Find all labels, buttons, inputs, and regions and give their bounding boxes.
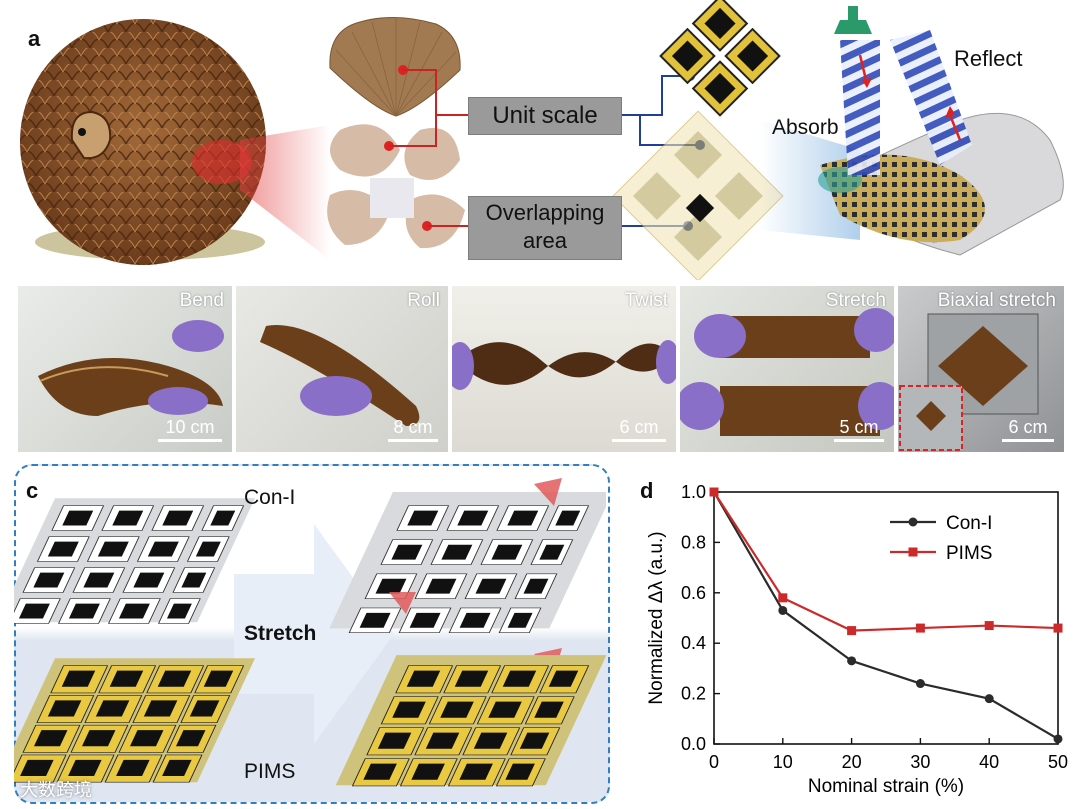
legend-label: PIMS xyxy=(946,543,992,564)
photo-caption: Biaxial stretch xyxy=(937,290,1056,311)
photo-roll: Roll 8 cm xyxy=(236,286,448,452)
scale-bar: 5 cm xyxy=(834,417,884,442)
y-tick-label: 0.8 xyxy=(681,532,706,552)
legend-marker xyxy=(908,517,918,527)
light-source-icon xyxy=(834,20,872,34)
scale-bar: 6 cm xyxy=(1002,417,1054,442)
data-point xyxy=(709,487,719,497)
watermark: 大数跨境 xyxy=(20,780,92,800)
unit-scale-label: Unit scale xyxy=(468,97,622,135)
y-axis-label: Normalized Δλ (a.u.) xyxy=(646,531,667,704)
overlapping-line-1: Overlapping xyxy=(485,200,605,225)
stretch-label: Stretch xyxy=(244,622,317,645)
photo-biaxial-stretch: Biaxial stretch 6 cm xyxy=(898,286,1064,452)
absorb-label: Absorb xyxy=(772,116,839,139)
photo-caption: Twist xyxy=(624,290,668,311)
y-tick-label: 0.0 xyxy=(681,734,706,754)
plot-frame xyxy=(713,491,1059,745)
reflect-label: Reflect xyxy=(954,46,1023,71)
series-line-con-i xyxy=(713,491,1059,740)
y-tick-label: 0.6 xyxy=(681,583,706,603)
legend-label: Con-I xyxy=(946,513,992,534)
data-point xyxy=(915,623,925,633)
highlight-region xyxy=(192,140,252,184)
con-i-label: Con-I xyxy=(244,486,296,509)
x-tick-label: 50 xyxy=(1048,752,1068,772)
con-i-unstretched xyxy=(14,498,256,624)
scale-bar: 6 cm xyxy=(612,417,666,442)
unit-tile-array xyxy=(659,0,781,117)
x-tick-label: 40 xyxy=(979,752,999,772)
overlapping-line-2: area xyxy=(522,228,568,253)
panel-a-illustration xyxy=(20,0,1064,280)
pims-skin xyxy=(820,154,985,243)
panel-a-letter: a xyxy=(28,26,41,51)
x-tick-label: 20 xyxy=(842,752,862,772)
pims-label: PIMS xyxy=(244,760,296,783)
data-point xyxy=(915,679,925,689)
data-point xyxy=(778,605,788,615)
legend-marker xyxy=(908,547,918,557)
overlap-center xyxy=(370,178,414,218)
data-point xyxy=(847,626,857,636)
y-tick-label: 0.4 xyxy=(681,633,706,653)
scale-bar: 8 cm xyxy=(388,417,438,442)
con-i-stretched xyxy=(329,491,606,634)
photo-bend: Bend 10 cm xyxy=(18,286,232,452)
overlapping-area-label: Overlapping area xyxy=(468,196,622,260)
data-point xyxy=(1053,623,1063,633)
panel-d-chart: 0 10 20 30 40 50 0.0 0.2 0.4 0.6 0.8 1.0 Nominal st… xyxy=(646,482,1068,797)
panel-d-letter: d xyxy=(640,478,654,503)
photo-stretch: Stretch 5 cm xyxy=(680,286,894,452)
x-tick-label: 30 xyxy=(910,752,930,772)
data-point xyxy=(778,593,788,603)
panel-c-letter: c xyxy=(26,478,39,503)
data-point xyxy=(984,621,994,631)
photo-caption: Bend xyxy=(179,290,224,311)
overlapping-scales xyxy=(327,124,465,249)
x-tick-label: 0 xyxy=(709,752,719,772)
photo-caption: Stretch xyxy=(825,290,886,311)
series-line-pims xyxy=(713,491,1059,632)
y-tick-label: 0.2 xyxy=(681,684,706,704)
data-point xyxy=(984,694,994,704)
pangolin-head xyxy=(70,110,112,160)
panel-c-illustration xyxy=(14,478,606,787)
pims-unstretched xyxy=(14,658,256,783)
x-axis-label: Nominal strain (%) xyxy=(808,776,964,797)
y-tick-label: 1.0 xyxy=(681,482,706,502)
photo-twist: Twist 6 cm xyxy=(452,286,676,452)
pims-stretched xyxy=(335,655,606,787)
single-scale xyxy=(329,16,461,117)
overlapping-tile-array xyxy=(612,110,784,280)
data-point xyxy=(847,656,857,666)
scale-bar: 10 cm xyxy=(158,417,222,442)
x-tick-label: 10 xyxy=(773,752,793,772)
data-point xyxy=(1053,734,1063,744)
photo-caption: Roll xyxy=(407,290,440,311)
